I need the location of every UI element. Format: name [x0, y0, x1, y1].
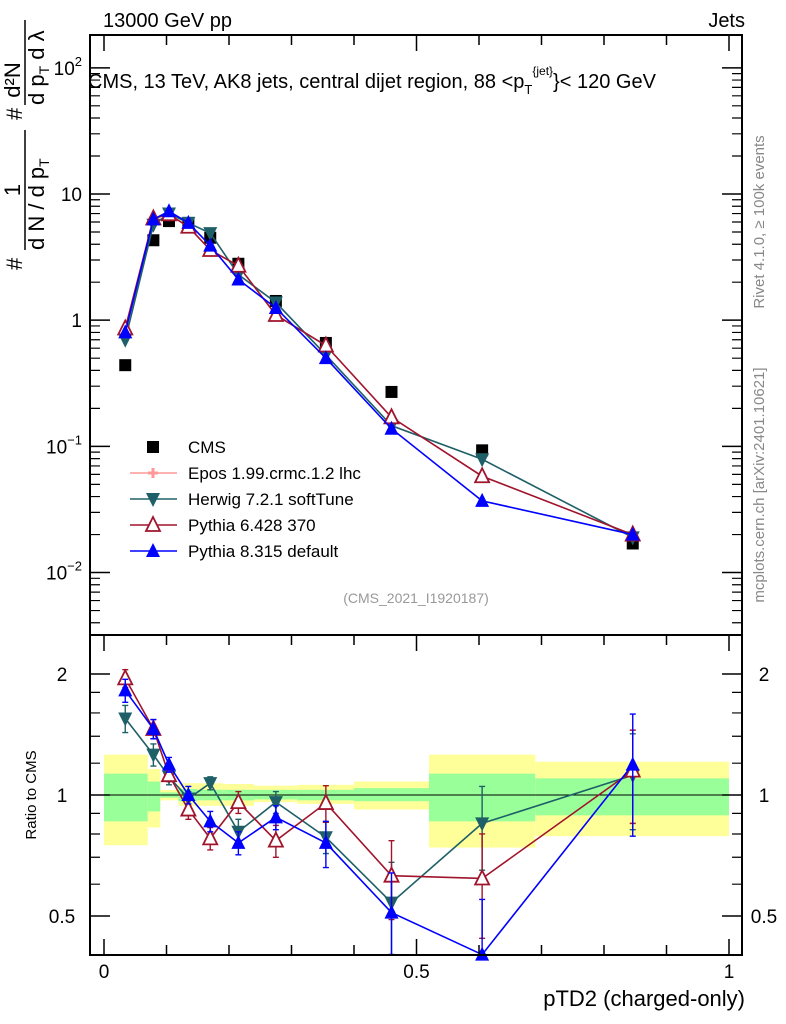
svg-text:d pT d λ: d pT d λ [24, 30, 52, 105]
pythia6-ratio-point [179, 799, 197, 817]
pythia8-point [318, 350, 333, 365]
herwig-ratio-point [268, 796, 283, 811]
rivet-version-label: Rivet 4.1.0, ≥ 100k events [751, 135, 768, 308]
pythia8-ratio-point [318, 834, 333, 849]
mcplots-credit-label: mcplots.cern.ch [arXiv:2401.10621] [751, 367, 768, 602]
pythia8-ratio-point [181, 787, 196, 801]
pythia8-point [118, 324, 133, 339]
main-y-tick-label: 10−1 [46, 432, 82, 458]
svg-text:#: # [2, 107, 27, 120]
legend-item-cms: CMS [147, 438, 226, 457]
header-energy: 13000 GeV pp [103, 10, 232, 32]
pythia6-ratio-point [267, 830, 285, 848]
analysis-tag: (CMS_2021_I1920187) [343, 590, 489, 606]
pythia6-point [267, 304, 285, 322]
pythia8-line [124, 210, 633, 536]
plot-title: CMS, 13 TeV, AK8 jets, central dijet reg… [88, 64, 657, 97]
x-axis-label: pTD2 (charged-only) [543, 986, 745, 1011]
ratio-y-tick-label-left: 2 [57, 665, 68, 686]
pythia8-ratio-point [231, 834, 246, 849]
ratio-y-axis-label: Ratio to CMS [23, 750, 40, 839]
x-tick-label: 0.5 [403, 962, 429, 983]
pythia8-ratio-errorbar [479, 898, 486, 956]
ratio-y-tick-label-left: 1 [57, 786, 68, 807]
legend-item-epos: Epos 1.99.crmc.1.2 lhc [130, 464, 361, 483]
cms-point [119, 359, 132, 372]
pythia8-ratio-point [384, 904, 399, 919]
legend-label: Pythia 6.428 370 [188, 516, 316, 535]
herwig-ratio-point [118, 712, 133, 727]
herwig-line [124, 212, 634, 539]
legend-marker-cms [147, 441, 159, 453]
uncertainty-band-inner [104, 773, 148, 822]
svg-text:d N / d pT: d N / d pT [24, 158, 52, 250]
svg-text:#: # [2, 257, 27, 270]
pythia6-ratio-point [317, 793, 335, 810]
pythia6-ratio-point [473, 868, 491, 886]
main-y-tick-label: 10 [61, 185, 82, 206]
legend-item-pythia8: Pythia 8.315 default [130, 542, 339, 561]
x-tick-label: 1 [724, 962, 735, 983]
svg-text:1: 1 [0, 184, 25, 196]
ratio-y-tick-label-left: 0.5 [49, 907, 75, 928]
pythia8-point [203, 237, 218, 252]
herwig-point [475, 453, 490, 468]
pythia8-ratio-point [625, 756, 640, 771]
ratio-y-tick-label-right: 2 [759, 665, 770, 686]
main-y-tick-label: 102 [54, 54, 82, 80]
pythia8-point [181, 214, 196, 229]
svg-text:d²N: d²N [0, 62, 25, 97]
pythia6-line [124, 213, 634, 536]
legend-marker-herwig [146, 493, 160, 507]
legend: CMS Epos 1.99.crmc.1.2 lhc Herwig 7.2.1 so… [130, 438, 361, 561]
uncertainty-band-inner [147, 781, 161, 812]
pythia8-ratio-point [146, 720, 161, 735]
pythia8-ratio-errorbar [629, 713, 636, 837]
pythia6-ratio-point [201, 828, 219, 846]
legend-label: Pythia 8.315 default [188, 542, 339, 561]
pythia6-point [473, 466, 491, 484]
pythia6-ratio-point [160, 765, 178, 783]
pythia8-point [162, 203, 176, 218]
pythia8-ratio-point [268, 809, 283, 824]
pythia8-point [384, 420, 399, 435]
main-y-tick-label: 10−2 [46, 559, 82, 585]
legend-marker-epos [148, 468, 158, 478]
pythia8-point [231, 271, 246, 286]
ratio-y-tick-label-right: 1 [759, 786, 770, 807]
herwig-point [203, 227, 218, 242]
legend-label: Herwig 7.2.1 softTune [188, 490, 354, 509]
legend-item-herwig: Herwig 7.2.1 softTune [130, 490, 354, 509]
main-y-tick-label: 1 [71, 311, 82, 332]
pythia8-ratio-point [162, 756, 176, 771]
herwig-ratio-point [146, 748, 161, 763]
header-category: Jets [708, 10, 745, 32]
ratio-y-tick-label-right: 0.5 [751, 907, 777, 928]
herwig-ratio-point [203, 777, 218, 792]
pythia8-ratio-point [475, 946, 490, 961]
cms-point [385, 385, 398, 398]
pythia8-ratio-point [203, 813, 218, 828]
pythia8-ratio-point [118, 682, 133, 697]
legend-item-pythia6: Pythia 6.428 370 [130, 514, 316, 535]
main-y-axis-label: # 1 d N / d pT # d²N d pT d λ [0, 20, 52, 270]
legend-label: Epos 1.99.crmc.1.2 lhc [188, 464, 361, 483]
pythia6-ratio-point [229, 792, 247, 810]
pythia8-point [475, 492, 490, 507]
pythia8-point [625, 526, 640, 541]
legend-label: CMS [188, 438, 226, 457]
pythia8-point [146, 211, 161, 226]
x-tick-label: 0 [99, 962, 110, 983]
pythia8-point [268, 299, 283, 314]
herwig-ratio-point [475, 817, 490, 832]
legend-marker-pythia8 [146, 543, 160, 557]
legend-marker-pythia6 [144, 514, 162, 532]
